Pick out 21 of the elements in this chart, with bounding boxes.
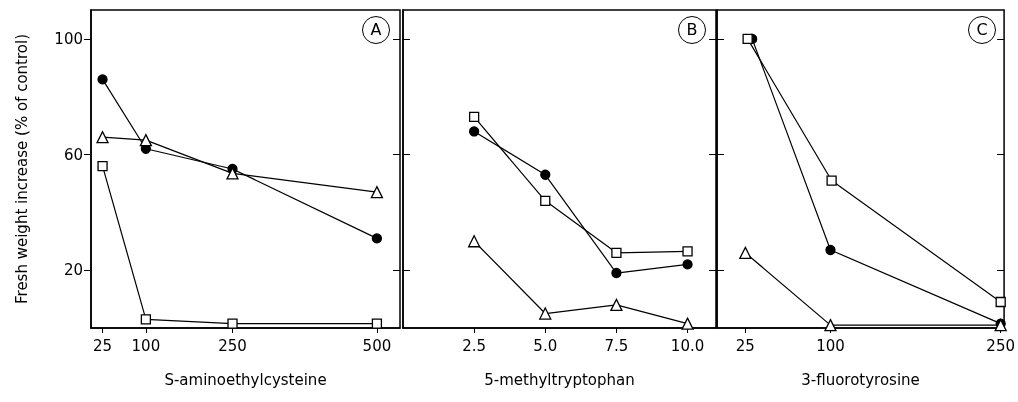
x-axis-title: 3-fluorotyrosine xyxy=(801,370,920,389)
x-tick-label: 250 xyxy=(986,336,1016,355)
x-tick-label: 100 xyxy=(131,336,161,355)
x-tick-label: 2.5 xyxy=(462,336,487,355)
x-tick-label: 10.0 xyxy=(670,336,705,355)
x-tick-label: 250 xyxy=(218,336,247,355)
x-axis-title: S-aminoethylcysteine xyxy=(164,370,327,389)
annotation: B xyxy=(678,16,706,44)
y-tick-label: 20 xyxy=(63,261,83,280)
x-axis-title: 5-methyltryptophan xyxy=(484,370,635,389)
y-tick-label: 60 xyxy=(63,145,83,164)
annotation: A xyxy=(362,16,390,44)
x-tick-label: 7.5 xyxy=(604,336,629,355)
y-tick-label: 100 xyxy=(54,29,83,48)
x-tick-label: 500 xyxy=(362,336,392,355)
x-tick-label: 25 xyxy=(735,336,755,355)
x-tick-label: 100 xyxy=(816,336,845,355)
x-tick-label: 5.0 xyxy=(533,336,558,355)
annotation: C xyxy=(968,16,996,44)
y-axis-title: Fresh weight increase (% of control) xyxy=(12,34,31,304)
x-tick-label: 25 xyxy=(93,336,113,355)
